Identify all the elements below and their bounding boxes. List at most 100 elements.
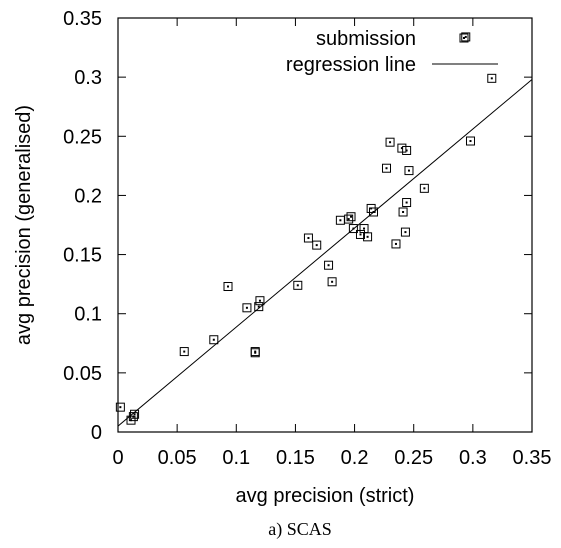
point-center-dot: [469, 140, 472, 143]
legend: submission regression line: [286, 28, 498, 76]
submission-point: [128, 412, 138, 422]
point-square: [255, 296, 265, 306]
point-square: [487, 73, 497, 83]
point-square: [391, 239, 401, 249]
submission-point: [487, 73, 497, 83]
point-center-dot: [258, 299, 261, 302]
submission-point: [368, 207, 378, 217]
point-square: [303, 233, 313, 243]
point-center-dot: [359, 233, 362, 236]
y-tick-label: 0.15: [63, 245, 102, 267]
point-square: [327, 277, 337, 287]
submission-point: [461, 32, 471, 42]
submission-point: [402, 145, 412, 155]
figure-caption: a) SCAS: [268, 519, 332, 540]
legend-label-regression-line: regression line: [286, 54, 416, 76]
point-square: [312, 240, 322, 250]
point-center-dot: [389, 141, 392, 144]
submission-point: [223, 282, 233, 292]
point-center-dot: [405, 149, 408, 152]
submission-point: [130, 409, 140, 419]
point-square: [130, 409, 140, 419]
point-square: [254, 302, 264, 312]
submission-point: [255, 296, 265, 306]
point-center-dot: [402, 210, 405, 213]
y-tick-label: 0.2: [74, 185, 102, 207]
point-square: [404, 166, 414, 176]
point-square: [344, 214, 354, 224]
point-square: [128, 412, 138, 422]
point-center-dot: [133, 413, 136, 416]
point-center-dot: [227, 285, 230, 288]
point-center-dot: [254, 351, 257, 354]
point-center-dot: [339, 219, 342, 222]
submission-point: [293, 280, 303, 290]
submission-point: [312, 240, 322, 250]
point-center-dot: [464, 35, 467, 38]
point-square: [400, 227, 410, 237]
point-center-dot: [327, 264, 330, 267]
axis-frame-group: [117, 17, 533, 433]
submission-point: [346, 212, 356, 222]
submission-point: [348, 224, 358, 234]
point-center-dot: [212, 338, 215, 341]
point-square: [465, 136, 475, 146]
x-tick-label: 0.15: [276, 447, 315, 469]
point-square: [346, 212, 356, 222]
submission-point: [209, 335, 219, 345]
point-center-dot: [372, 210, 375, 213]
point-square: [402, 145, 412, 155]
point-center-dot: [385, 167, 388, 170]
point-center-dot: [254, 350, 257, 353]
point-square: [397, 143, 407, 153]
point-square: [382, 163, 392, 173]
submission-point: [335, 215, 345, 225]
point-square: [461, 32, 471, 42]
point-square: [324, 260, 334, 270]
point-center-dot: [296, 284, 299, 287]
ticks-group: 0 0.05 0.1 0.15 0.2 0.25 0.3 0.35 0 0.05 0.1 0.15 0.…: [63, 8, 551, 469]
x-tick-label: 0.2: [341, 447, 369, 469]
submission-point: [115, 402, 125, 412]
point-square: [348, 224, 358, 234]
point-center-dot: [315, 244, 318, 247]
point-center-dot: [407, 169, 410, 172]
point-center-dot: [347, 218, 350, 221]
point-square: [402, 198, 412, 208]
submission-point: [397, 143, 407, 153]
legend-label-submission: submission: [316, 28, 416, 50]
point-center-dot: [245, 306, 248, 309]
y-axis-label: avg precision (generalised): [13, 105, 35, 345]
submission-point: [398, 207, 408, 217]
submission-point: [254, 302, 264, 312]
y-tick-label: 0: [91, 422, 102, 444]
submission-point: [402, 198, 412, 208]
point-center-dot: [257, 305, 260, 308]
submission-point: [242, 303, 252, 313]
point-center-dot: [404, 231, 407, 234]
x-tick-label: 0.1: [222, 447, 250, 469]
point-square: [293, 280, 303, 290]
y-tick-label: 0.3: [74, 67, 102, 89]
point-center-dot: [423, 187, 426, 190]
submission-point: [324, 260, 334, 270]
x-tick-label: 0.05: [158, 447, 197, 469]
point-center-dot: [400, 147, 403, 150]
x-tick-label: 0.3: [459, 447, 487, 469]
point-center-dot: [366, 235, 369, 238]
y-tick-label: 0.25: [63, 126, 102, 148]
regression-line-group: [117, 79, 533, 427]
point-square: [363, 232, 373, 242]
point-square: [242, 303, 252, 313]
y-tick-label: 0.05: [63, 363, 102, 385]
submission-point: [327, 277, 337, 287]
plot-frame: [117, 17, 533, 433]
y-tick-label: 0.35: [63, 8, 102, 30]
submission-point: [404, 166, 414, 176]
submission-point: [250, 348, 260, 358]
point-square: [209, 335, 219, 345]
x-tick-label: 0.35: [513, 447, 552, 469]
point-center-dot: [352, 227, 355, 230]
point-center-dot: [307, 237, 310, 240]
